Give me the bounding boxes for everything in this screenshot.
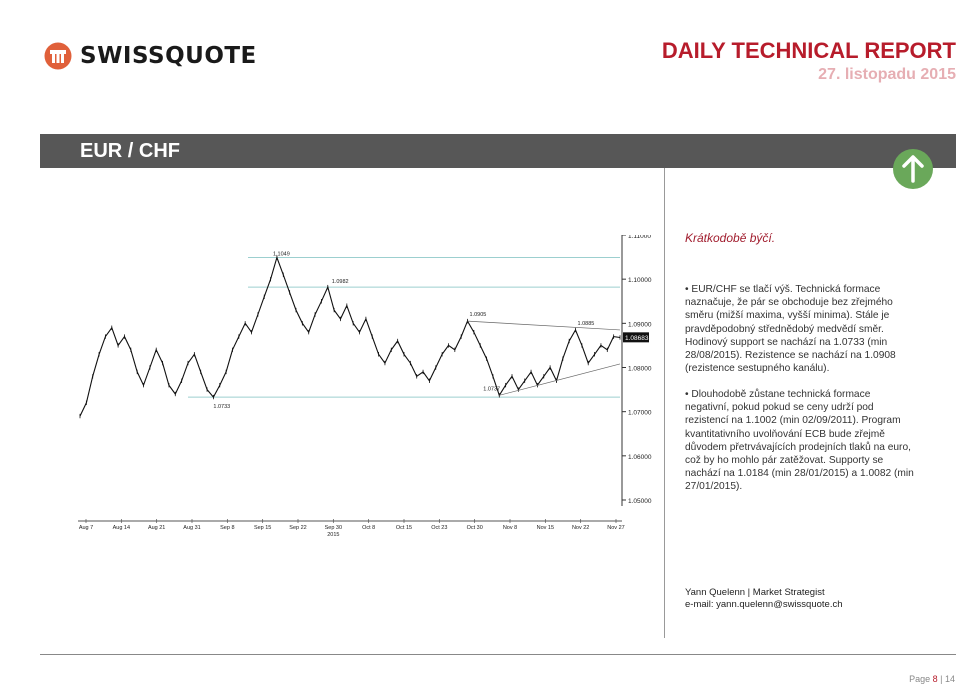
x-tick-label: Aug 21 (148, 525, 165, 531)
y-tick-label: 1.05000 (628, 498, 652, 505)
analysis-paragraph-1: • EUR/CHF se tlačí výš. Technická formac… (685, 284, 896, 375)
price-annotation: 1.0905 (470, 312, 487, 318)
brand-name: SWISSQUOTE (80, 43, 257, 69)
price-annotation: 1.1049 (273, 252, 290, 258)
report-date: 27. listopadu 2015 (818, 66, 956, 83)
x-tick-label: Nov 15 (537, 525, 554, 531)
swissquote-logo-icon (44, 42, 72, 70)
column-divider (664, 168, 665, 638)
report-title: DAILY TECHNICAL REPORT (661, 38, 956, 63)
x-tick-label: Nov 22 (572, 525, 589, 531)
swissquote-logo: SWISSQUOTE (44, 42, 257, 70)
y-tick-label: 1.10000 (628, 277, 652, 284)
author-name: Yann Quelenn | Market Strategist (685, 587, 825, 598)
x-tick-label: Oct 23 (431, 525, 447, 531)
y-tick-label: 1.11000 (628, 235, 651, 240)
page-label: Page (909, 674, 931, 684)
author-block: Yann Quelenn | Market Strategist e-mail:… (685, 587, 843, 611)
x-tick-label: Sep 22 (289, 525, 306, 531)
total-pages: 14 (944, 674, 955, 684)
x-tick-label: Aug 14 (113, 525, 130, 531)
y-tick-label: 1.06000 (628, 454, 652, 461)
author-email[interactable]: e-mail: yann.quelenn@swissquote.ch (685, 599, 843, 610)
x-year-label: 2015 (327, 532, 339, 538)
x-tick-label: Oct 30 (467, 525, 483, 531)
page-separator: | (937, 674, 945, 684)
x-tick-label: Oct 15 (396, 525, 412, 531)
last-price-label: 1.08683 (625, 335, 649, 342)
x-tick-label: Sep 30 (325, 525, 342, 531)
footer-divider (40, 654, 956, 655)
x-tick-label: Sep 15 (254, 525, 271, 531)
price-annotation: 1.0982 (332, 279, 349, 285)
x-tick-label: Nov 8 (503, 525, 517, 531)
y-tick-label: 1.09000 (628, 321, 652, 328)
y-tick-label: 1.07000 (628, 410, 652, 417)
last-price-marker (623, 332, 649, 343)
y-tick-label: 1.08000 (628, 366, 652, 373)
eurchf-price-chart: 1.11000 1.10000 1.09000 1.08000 1.07000 1.060… (78, 235, 652, 538)
price-series-line (79, 255, 621, 417)
analysis-paragraph-2: • Dlouhodobě zůstane technická formace n… (685, 389, 914, 493)
currency-banner: EUR / CHF (40, 134, 956, 168)
support-trendline (499, 363, 621, 396)
price-annotation: 1.0733 (213, 404, 230, 410)
current-page: 8 (932, 674, 938, 684)
x-tick-label: Nov 27 (607, 525, 624, 531)
price-annotation: 1.0885 (578, 321, 595, 327)
x-tick-label: Sep 8 (220, 525, 234, 531)
short-term-outlook: Krátkodobě býčí. (685, 231, 776, 245)
x-tick-label: Aug 31 (183, 525, 200, 531)
arrow-up-icon (893, 149, 933, 189)
x-tick-label: Aug 7 (79, 525, 93, 531)
currency-pair-title: EUR / CHF (80, 140, 180, 162)
x-tick-label: Oct 8 (362, 525, 375, 531)
page-number: Page 8 | 14 (909, 674, 955, 684)
resistance-trendline (467, 320, 621, 331)
price-annotation: 1.0737 (483, 386, 500, 392)
